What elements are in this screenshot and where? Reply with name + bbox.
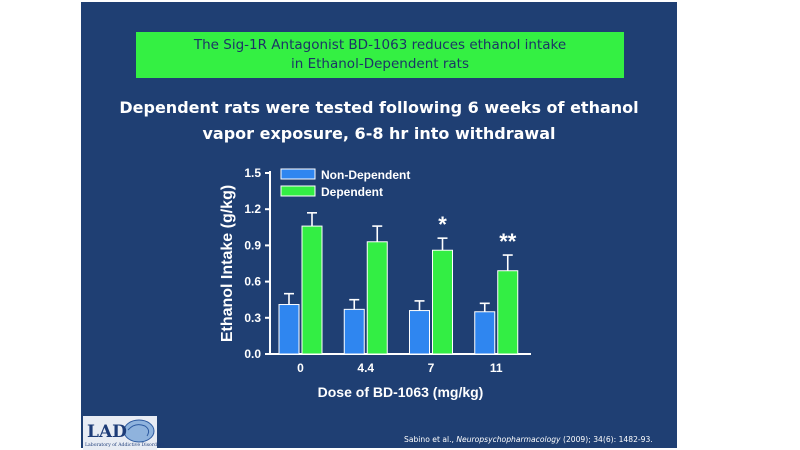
logo-subtext: Laboratory of Addictive Disorders	[85, 443, 165, 448]
legend-swatch	[280, 185, 316, 197]
bar-non-dependent	[474, 311, 496, 355]
x-tick-label: 11	[490, 361, 503, 375]
x-tick-label: 4.4	[357, 361, 374, 375]
title-line-2: in Ethanol-Dependent rats	[291, 56, 469, 72]
y-tick-label: 0.9	[244, 238, 261, 252]
x-axis-label: Dose of BD-1063 (mg/kg)	[318, 384, 484, 400]
bar-non-dependent	[278, 304, 300, 355]
subtitle-line-1: Dependent rats were tested following 6 w…	[119, 98, 639, 117]
citation: Sabino et al., Neuropsychopharmacology (…	[404, 435, 653, 444]
subtitle-line-2: vapor exposure, 6-8 hr into withdrawal	[202, 124, 556, 143]
significance-marker: **	[499, 229, 517, 254]
x-tick-label: 0	[297, 361, 304, 375]
y-tick-label: 0.3	[244, 311, 261, 325]
bar-non-dependent	[409, 310, 430, 355]
logo-text: LAD	[87, 422, 127, 442]
title-box: The Sig-1R Antagonist BD-1063 reduces et…	[136, 32, 624, 78]
citation-journal: Neuropsychopharmacology	[456, 435, 561, 444]
bar-dependent	[432, 249, 453, 355]
y-axis-label: Ethanol Intake (g/kg)	[219, 185, 236, 342]
lad-logo: LAD Laboratory of Addictive Disorders	[83, 416, 165, 450]
citation-authors: Sabino et al.,	[404, 435, 457, 444]
bar-dependent	[366, 241, 388, 355]
bar-non-dependent	[343, 308, 365, 355]
citation-rest: (2009); 34(6): 1482-93.	[560, 435, 653, 444]
y-tick-label: 0.0	[244, 347, 261, 361]
bar-chart: 0.0 0.3 0.6 0.9 1.2 1.5 Ethanol Intake (g/kg) 0…	[219, 166, 531, 400]
legend-swatch	[280, 168, 316, 180]
logo-graphic	[83, 416, 157, 450]
slide: The Sig-1R Antagonist BD-1063 reduces et…	[81, 2, 677, 450]
significance-marker: *	[438, 212, 447, 237]
legend-label: Non-Dependent	[321, 168, 410, 182]
legend-label: Dependent	[321, 185, 383, 199]
y-tick-label: 1.5	[244, 166, 261, 180]
x-tick-label: 7	[428, 361, 435, 375]
y-tick-label: 1.2	[244, 202, 261, 216]
bar-dependent	[301, 225, 323, 355]
title-line-1: The Sig-1R Antagonist BD-1063 reduces et…	[193, 37, 567, 53]
bar-dependent	[497, 270, 519, 355]
y-tick-label: 0.6	[244, 275, 261, 289]
